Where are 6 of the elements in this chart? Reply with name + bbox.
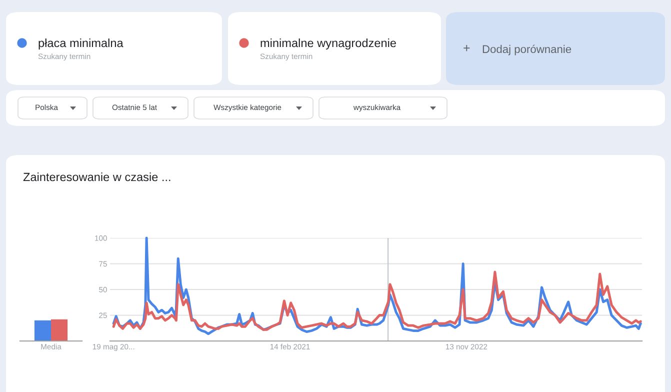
text: + bbox=[464, 45, 470, 52]
chart-title: Zainteresowanie w czasie ... bbox=[23, 172, 170, 182]
text: Dodaj porównanie bbox=[482, 44, 572, 56]
line-series bbox=[112, 270, 642, 331]
legend-label: płaca minimalna bbox=[38, 38, 124, 50]
legend-label: minimalne wynagrodzenie bbox=[260, 38, 396, 50]
